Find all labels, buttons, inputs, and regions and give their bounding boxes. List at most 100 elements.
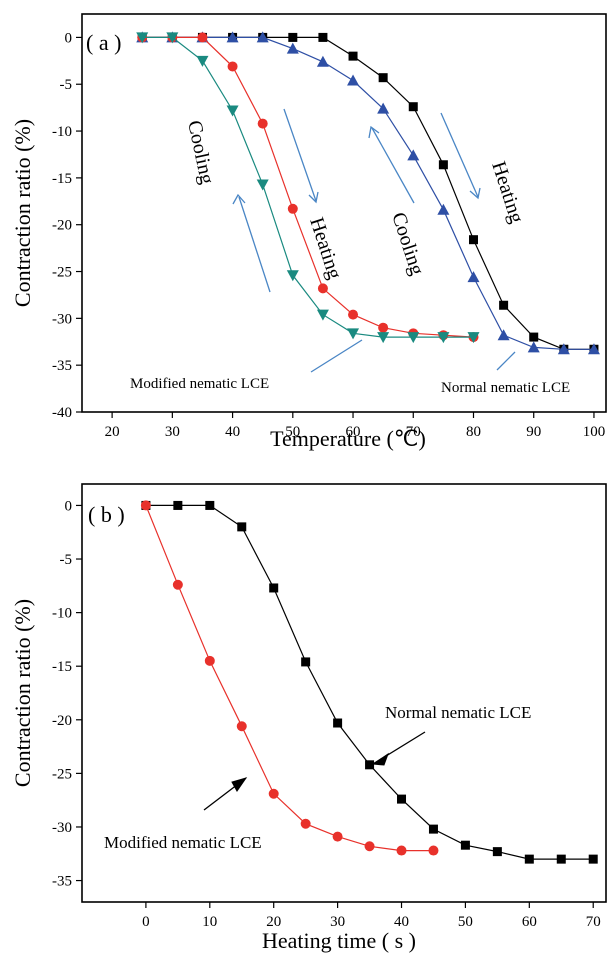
x-tick-label-a: 90 <box>526 424 541 440</box>
x-tick-label-a: 70 <box>406 424 421 440</box>
data-point-a-3 <box>196 55 209 67</box>
y-ticks-b: 0 -5 -10 -15 -20 -25 -30 -35 <box>52 498 82 890</box>
cooling-arrow-right <box>371 127 415 204</box>
series-line-a-3 <box>142 36 474 338</box>
panel-b: ( b ) 0 10 20 30 40 50 60 70 0 -5 -10 -15 -20 -25 -30… <box>10 483 607 953</box>
heating-arrow-left <box>283 108 317 202</box>
data-point-a-0 <box>408 102 418 112</box>
cooling-arrow-left <box>238 196 271 293</box>
data-point-a-1 <box>226 31 239 43</box>
arrow-head <box>469 187 481 200</box>
x-tick-label-a: 80 <box>466 424 481 440</box>
data-point-a-0 <box>288 32 298 42</box>
annotation-cooling-right: Cooling <box>387 210 428 278</box>
y-tick-label-b: -15 <box>52 659 72 675</box>
data-point-a-3 <box>316 309 329 321</box>
y-tick-label-b: -20 <box>52 713 72 729</box>
x-tick-label-b: 10 <box>202 914 217 930</box>
arrow-head <box>371 752 389 766</box>
data-point-b-1 <box>204 655 215 666</box>
series-line-b-1 <box>145 505 434 852</box>
data-point-b-0 <box>460 840 470 850</box>
x-tick-label-b: 30 <box>330 914 345 930</box>
data-point-b-0 <box>269 583 279 593</box>
data-point-a-2 <box>317 283 328 294</box>
annotation-normal-a: Normal nematic LCE <box>441 380 570 396</box>
data-point-a-2 <box>378 322 389 333</box>
data-point-b-0 <box>205 500 215 510</box>
normal-pointer-a <box>496 351 516 371</box>
y-tick-label-a: 0 <box>65 30 73 46</box>
data-point-a-2 <box>257 118 268 129</box>
data-point-a-3 <box>437 332 450 344</box>
data-point-a-1 <box>286 42 299 54</box>
data-point-a-3 <box>286 270 299 282</box>
series-line-a-0 <box>142 36 594 350</box>
data-point-a-2 <box>348 309 359 320</box>
data-point-b-1 <box>268 788 279 799</box>
data-point-a-3 <box>226 105 239 117</box>
data-point-b-1 <box>428 845 439 856</box>
y-tick-label-a: -5 <box>60 77 73 93</box>
data-point-a-1 <box>527 341 540 353</box>
data-point-a-1 <box>467 271 480 283</box>
data-point-b-1 <box>300 818 311 829</box>
data-point-a-2 <box>287 203 298 214</box>
data-point-a-1 <box>256 31 269 43</box>
x-tick-label-b: 60 <box>522 914 537 930</box>
data-point-a-1 <box>316 55 329 67</box>
annotation-heating-right: Heating <box>487 159 527 226</box>
data-point-a-2 <box>197 32 208 43</box>
data-point-a-0 <box>529 332 539 342</box>
x-tick-label-b: 50 <box>458 914 473 930</box>
panel-label-b: ( b ) <box>88 502 125 527</box>
data-point-a-3 <box>256 179 269 191</box>
y-tick-label-b: -25 <box>52 766 72 782</box>
data-point-a-0 <box>438 160 448 170</box>
data-point-b-1 <box>332 831 343 842</box>
series-line-a-1 <box>142 36 594 350</box>
x-tick-label-a: 20 <box>105 424 120 440</box>
data-point-b-0 <box>173 500 183 510</box>
data-point-b-0 <box>524 854 534 864</box>
data-point-a-2 <box>227 61 238 72</box>
y-axis-title-b: Contraction ratio (%) <box>10 599 35 787</box>
arrow-head <box>308 191 319 204</box>
x-tick-label-b: 0 <box>142 914 150 930</box>
series-group-a <box>136 31 600 355</box>
data-point-b-0 <box>428 824 438 834</box>
annotation-arrows-a <box>232 108 516 373</box>
y-tick-label-a: -35 <box>52 358 72 374</box>
data-point-b-0 <box>333 718 343 728</box>
y-tick-label-a: -30 <box>52 311 72 327</box>
x-tick-label-a: 50 <box>285 424 300 440</box>
series-group-b <box>140 500 598 864</box>
y-tick-label-b: -35 <box>52 874 72 890</box>
x-axis-title-b: Heating time ( s ) <box>262 928 416 953</box>
data-point-b-1 <box>172 579 183 590</box>
series-line-a-2 <box>142 36 474 338</box>
data-point-a-0 <box>499 300 509 310</box>
annotation-modified-b: Modified nematic LCE <box>104 833 262 852</box>
x-ticks-b: 0 10 20 30 40 50 60 70 <box>142 902 601 930</box>
data-point-a-0 <box>378 73 388 83</box>
data-point-b-0 <box>365 760 375 770</box>
data-point-b-1 <box>396 845 407 856</box>
annotation-modified-a: Modified nematic LCE <box>130 376 269 392</box>
panel-label-a: ( a ) <box>86 30 121 55</box>
data-point-a-1 <box>377 102 390 114</box>
x-tick-label-b: 40 <box>394 914 409 930</box>
x-tick-label-b: 20 <box>266 914 281 930</box>
data-point-a-1 <box>437 203 450 215</box>
modified-pointer-a <box>310 339 363 373</box>
x-tick-label-a: 60 <box>346 424 361 440</box>
data-point-b-1 <box>236 721 247 732</box>
data-point-a-1 <box>407 149 420 161</box>
data-point-a-1 <box>497 329 510 341</box>
x-tick-label-b: 70 <box>586 914 601 930</box>
data-point-a-3 <box>407 332 420 344</box>
y-axis-title-a: Contraction ratio (%) <box>10 119 35 307</box>
y-tick-label-b: -30 <box>52 820 72 836</box>
data-point-a-3 <box>467 332 480 344</box>
